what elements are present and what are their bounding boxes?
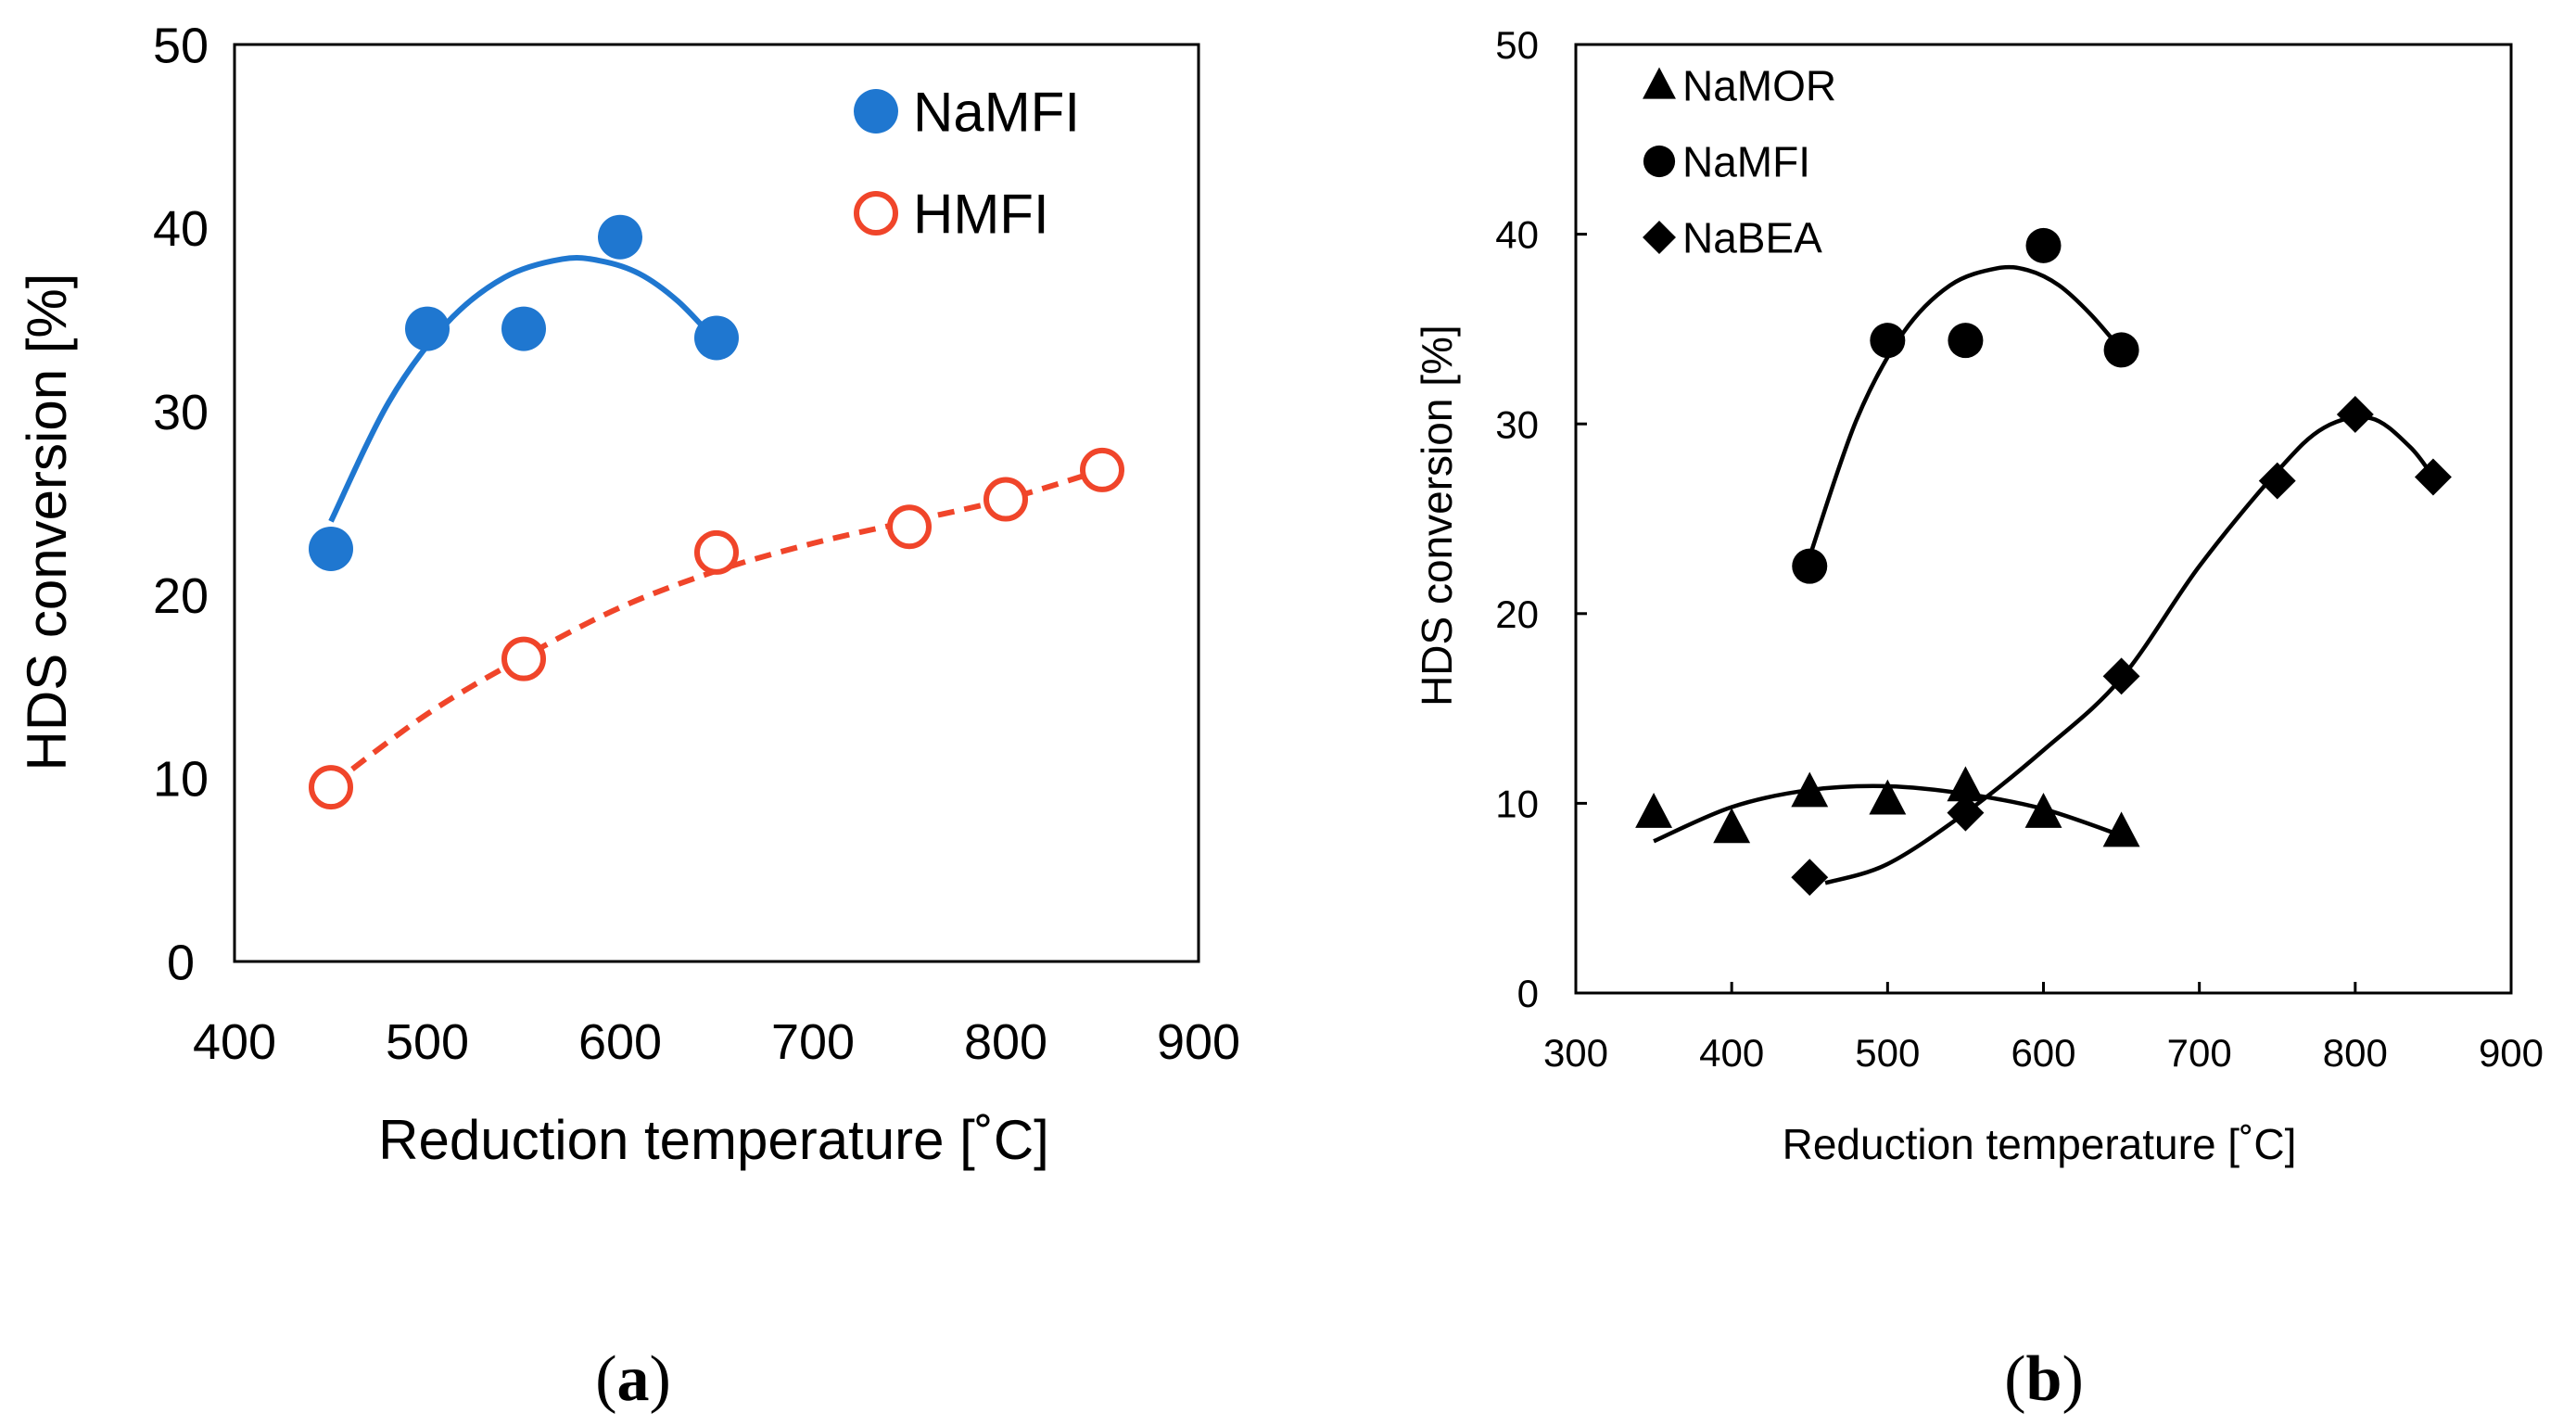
x-tick-label: 800 [964,1014,1047,1070]
legend-item-namfi: NaMFI [854,82,1080,144]
legend-item-nabea: NaBEA [1643,214,1822,262]
data-point-hmfi [309,765,353,810]
x-tick-label: 400 [193,1014,276,1070]
y-tick-label: 0 [167,935,195,990]
y-tick-label: 20 [153,568,209,624]
panel-label-letter: b [2026,1343,2062,1415]
y-tick-label: 30 [1495,402,1539,446]
legend-label-namfi: NaMFI [913,82,1080,144]
y-tick-label: 20 [1495,592,1539,636]
fit-curve-nabea [1824,414,2435,885]
y-tick-label: 10 [1495,783,1539,826]
data-point-namfi [1792,548,1828,584]
data-point-hmfi [694,529,739,575]
panel-b-chart: 300 400 500 600 700 800 900 0 10 20 30 40 50 Reductio… [1413,23,2544,1415]
legend-marker-nabea [1643,221,1676,254]
data-point-namor [2102,811,2140,847]
x-tick-label: 700 [771,1014,855,1070]
legend-item-namor: NaMOR [1643,62,1836,110]
x-tick-label: 800 [2323,1031,2388,1075]
data-point-nabea [1947,794,1985,832]
panel-label-letter: a [617,1343,650,1415]
legend-label-nabea: NaBEA [1682,214,1822,262]
data-point-namfi [309,526,353,571]
data-point-namfi [405,306,450,351]
data-point-nabea [2336,396,2374,433]
series-namfi [1792,227,2139,584]
x-tick-label: 900 [2479,1031,2544,1075]
legend-label-hmfi: HMFI [913,184,1049,246]
data-point-namfi [2103,332,2139,368]
data-point-namor [1635,792,1673,828]
y-tick-label: 40 [153,201,209,257]
data-point-hmfi [983,477,1028,522]
data-point-nabea [2102,657,2140,695]
data-point-namfi [2025,227,2062,263]
data-point-namfi [1948,323,1984,359]
y-tick-label: 30 [153,385,209,440]
x-axis-title: Reduction temperature [˚C] [1783,1120,2297,1168]
data-point-namor [1713,808,1751,844]
data-point-hmfi [501,636,546,681]
data-point-namor [1869,779,1907,815]
data-point-namfi [598,214,642,260]
data-point-nabea [2414,458,2452,496]
data-point-namfi [694,315,739,361]
series-nabea [1791,396,2452,897]
panel-a-chart: 400 500 600 700 800 900 0 10 20 30 40 50 Reduction t… [16,18,1240,1415]
fit-curve-namfi [328,255,719,523]
x-tick-label: 900 [1157,1014,1240,1070]
x-tick-label: 400 [1699,1031,1764,1075]
y-tick-label: 40 [1495,213,1539,257]
data-point-nabea [2258,462,2296,500]
data-point-namor [1947,766,1985,802]
plot-frame [233,43,1200,963]
legend-item-hmfi: HMFI [854,184,1049,246]
data-point-hmfi [887,504,932,550]
panel-label: (a) [595,1343,671,1415]
x-tick-label: 600 [578,1014,662,1070]
panel-label: (b) [2004,1343,2084,1415]
data-point-nabea [1791,859,1829,897]
data-point-namor [2024,792,2062,828]
y-axis-title: HDS conversion [%] [1413,325,1461,707]
legend-marker-hmfi [854,191,898,236]
x-tick-label: 700 [2167,1031,2232,1075]
series-namor [1635,766,2140,847]
legend-item-namfi: NaMFI [1643,138,1810,186]
x-tick-label: 500 [1855,1031,1920,1075]
data-point-namor [1791,771,1829,808]
plot-frame [1574,43,2513,995]
legend-label-namfi: NaMFI [1682,138,1810,186]
x-tick-label: 600 [2011,1031,2075,1075]
data-point-namfi [501,306,546,351]
series-namfi [309,214,739,571]
y-tick-label: 50 [1495,23,1539,67]
x-axis-title: Reduction temperature [˚C] [378,1109,1049,1171]
y-tick-label: 50 [153,18,209,73]
legend-marker-namfi [854,89,898,134]
data-point-namfi [1870,323,1906,359]
legend-label-namor: NaMOR [1682,62,1836,110]
fit-curve-namfi [1808,264,2124,558]
fit-curve-hmfi [329,467,1103,788]
y-axis-title: HDS conversion [%] [16,274,78,771]
x-tick-label: 300 [1543,1031,1608,1075]
y-tick-label: 0 [1517,972,1539,1015]
series-hmfi [309,447,1124,810]
legend-marker-namfi [1643,145,1676,178]
legend-marker-namor [1643,67,1676,99]
y-tick-label: 10 [153,752,209,808]
x-tick-label: 500 [386,1014,469,1070]
data-point-hmfi [1080,447,1124,492]
